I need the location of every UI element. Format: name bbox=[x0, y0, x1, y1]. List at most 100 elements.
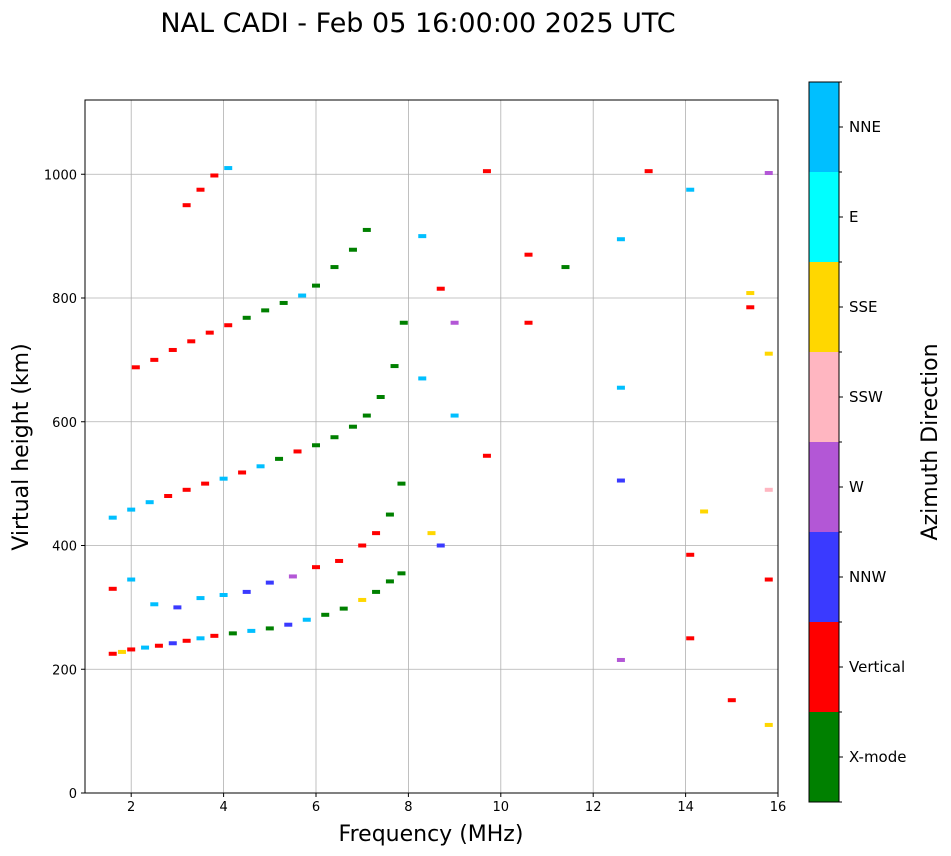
colorbar-segment bbox=[809, 262, 839, 352]
colorbar-tick-label: NNW bbox=[849, 568, 886, 586]
echo-point bbox=[108, 651, 117, 656]
echo-point bbox=[224, 166, 233, 171]
echo-point bbox=[764, 487, 773, 492]
echo-point bbox=[302, 617, 311, 622]
echo-point bbox=[242, 589, 251, 594]
x-axis-label: Frequency (MHz) bbox=[339, 822, 524, 847]
echo-point bbox=[164, 494, 173, 498]
x-axis-ticks: 2 4 6 8 10 12 14 16 bbox=[127, 793, 786, 815]
echo-point bbox=[168, 347, 177, 352]
echo-point bbox=[616, 237, 625, 242]
echo-point bbox=[436, 543, 445, 548]
data-marks bbox=[108, 166, 773, 727]
echo-point bbox=[348, 247, 357, 252]
echo-point bbox=[362, 413, 371, 418]
colorbar-tick-label: SSE bbox=[849, 298, 878, 316]
echo-point bbox=[616, 478, 625, 483]
echo-point bbox=[482, 169, 491, 174]
x-tick-label: 4 bbox=[219, 800, 227, 815]
echo-point bbox=[372, 589, 381, 594]
echo-point bbox=[168, 641, 177, 646]
echo-point bbox=[238, 470, 247, 475]
echo-point bbox=[764, 722, 773, 727]
x-tick-label: 14 bbox=[677, 800, 694, 815]
echo-point bbox=[228, 631, 237, 636]
echo-point bbox=[182, 203, 191, 208]
series-group bbox=[131, 227, 371, 370]
echo-point bbox=[524, 252, 533, 257]
echo-point bbox=[362, 227, 371, 232]
echo-point bbox=[561, 265, 570, 270]
echo-point bbox=[339, 606, 348, 611]
echo-point bbox=[196, 187, 205, 192]
echo-point bbox=[372, 531, 381, 536]
echo-point bbox=[312, 283, 320, 288]
echo-point bbox=[117, 649, 126, 654]
echo-point bbox=[224, 323, 233, 328]
echo-point bbox=[150, 357, 159, 362]
colorbar-segment bbox=[809, 622, 839, 712]
echo-point bbox=[358, 543, 367, 548]
y-tick-label: 0 bbox=[69, 787, 77, 802]
x-tick-label: 8 bbox=[404, 800, 412, 815]
colorbar-tick-label: E bbox=[849, 208, 858, 226]
colorbar-segment bbox=[809, 82, 839, 172]
echo-point bbox=[385, 512, 394, 517]
echo-point bbox=[108, 586, 117, 591]
colorbar-tick-label: W bbox=[849, 478, 864, 496]
echo-point bbox=[127, 577, 136, 582]
echo-point bbox=[764, 577, 773, 582]
echo-point bbox=[219, 593, 228, 597]
y-tick-label: 200 bbox=[52, 663, 77, 678]
echo-point bbox=[358, 597, 367, 602]
echo-point bbox=[201, 481, 210, 486]
echo-point bbox=[746, 305, 755, 310]
echo-point bbox=[376, 395, 385, 399]
echo-point bbox=[686, 636, 695, 641]
echo-point bbox=[418, 234, 427, 239]
echo-point bbox=[154, 643, 163, 648]
x-tick-label: 12 bbox=[585, 800, 602, 815]
echo-point bbox=[279, 300, 288, 305]
echo-point bbox=[686, 187, 695, 192]
y-tick-label: 600 bbox=[52, 416, 77, 431]
echo-point bbox=[686, 552, 695, 557]
echo-point bbox=[196, 636, 205, 641]
colorbar: X-mode Vertical NNW W SSW SSE E NNE bbox=[808, 81, 906, 803]
echo-point bbox=[150, 602, 159, 607]
echo-point bbox=[385, 579, 394, 584]
y-tick-label: 400 bbox=[52, 540, 77, 555]
echo-point bbox=[265, 626, 274, 631]
plot-frame bbox=[84, 99, 779, 794]
colorbar-segment bbox=[809, 712, 839, 802]
colorbar-tick-label: SSW bbox=[849, 388, 883, 406]
echo-point bbox=[298, 293, 307, 298]
echo-point bbox=[330, 435, 339, 440]
echo-point bbox=[348, 424, 357, 429]
echo-point bbox=[247, 628, 256, 633]
echo-point bbox=[108, 515, 117, 520]
echo-point bbox=[482, 453, 491, 458]
series-group bbox=[108, 481, 406, 610]
echo-point bbox=[275, 456, 284, 461]
colorbar-segment bbox=[809, 352, 839, 442]
echo-point bbox=[321, 612, 330, 617]
series-group bbox=[418, 169, 773, 727]
series-group bbox=[108, 320, 408, 520]
plot-background bbox=[85, 100, 778, 793]
series-group bbox=[108, 571, 406, 656]
echo-point bbox=[450, 320, 459, 325]
echo-point bbox=[293, 449, 302, 454]
echo-point bbox=[242, 315, 251, 320]
echo-point bbox=[145, 500, 154, 505]
echo-point bbox=[330, 265, 339, 270]
echo-point bbox=[764, 171, 773, 176]
echo-point bbox=[644, 169, 653, 174]
echo-point bbox=[427, 531, 436, 536]
y-tick-label: 800 bbox=[52, 292, 77, 307]
echo-point bbox=[616, 657, 625, 662]
echo-point bbox=[436, 286, 445, 291]
colorbar-segment bbox=[809, 442, 839, 532]
echo-point bbox=[397, 481, 406, 486]
echo-point bbox=[288, 574, 297, 579]
